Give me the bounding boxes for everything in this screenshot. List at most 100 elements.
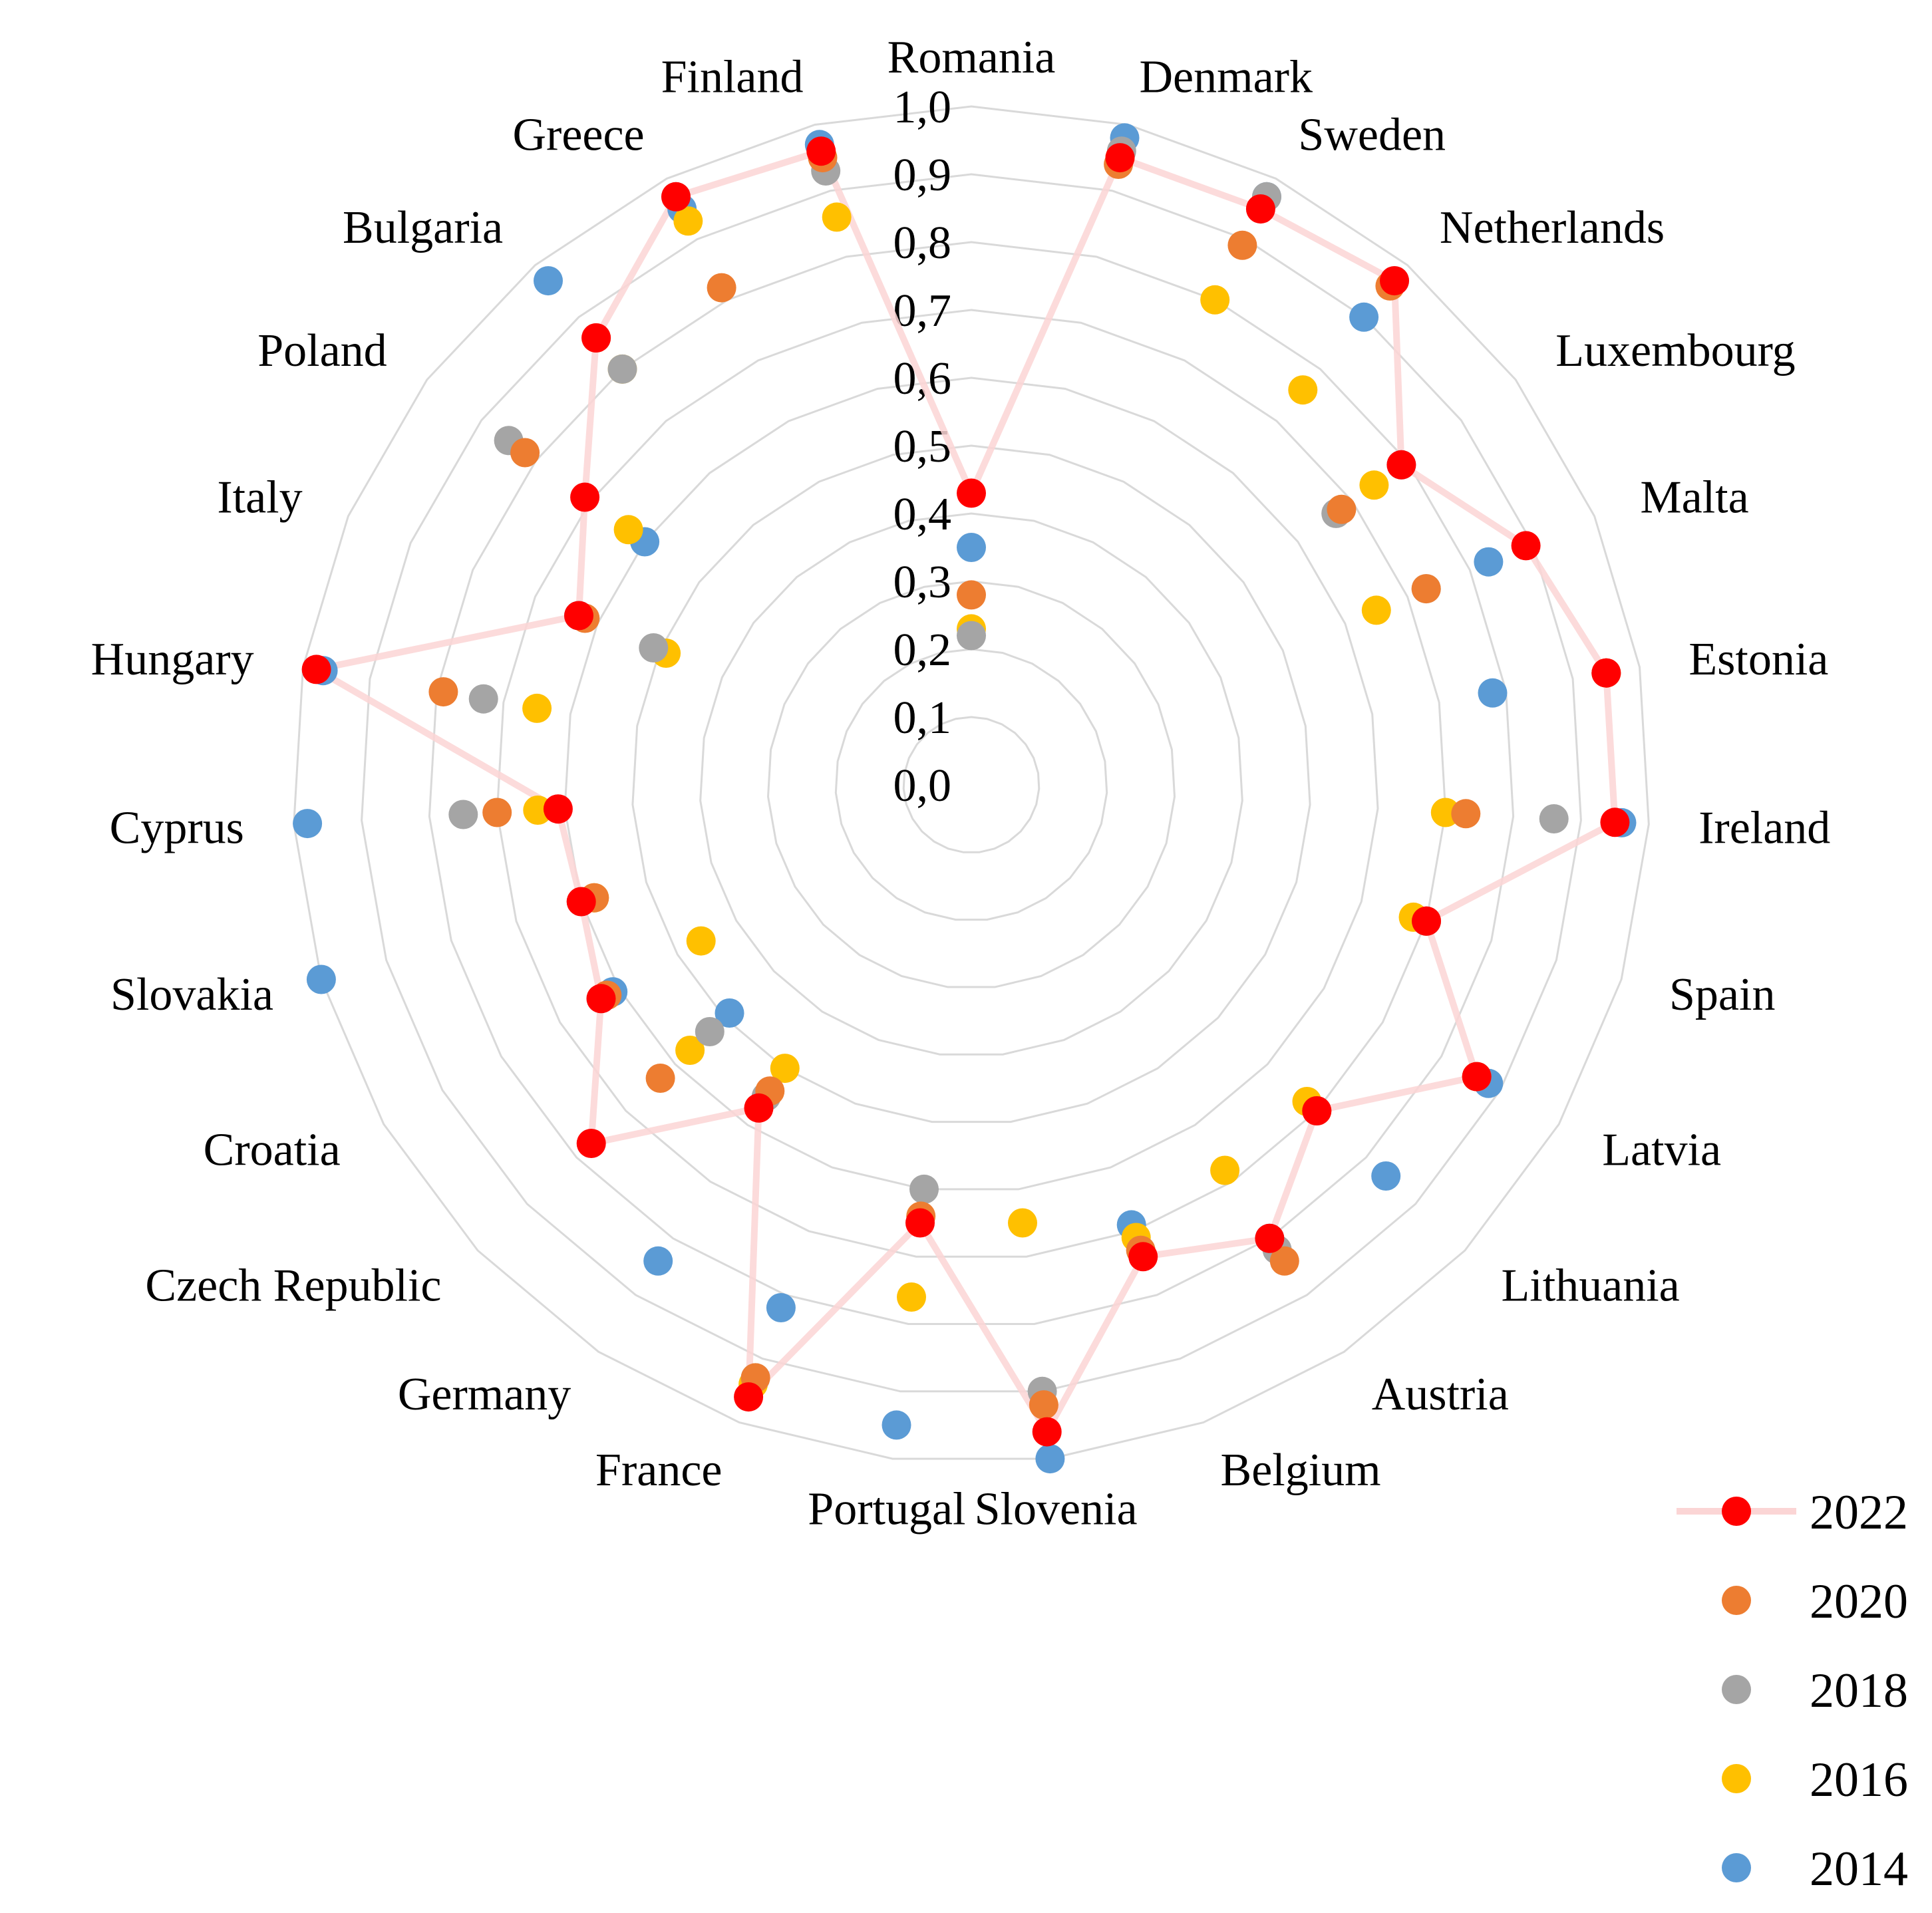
marker-2016 <box>1359 470 1389 500</box>
marker-2014 <box>882 1410 911 1440</box>
category-label: Sweden <box>1298 110 1446 161</box>
marker-2014 <box>1478 678 1508 708</box>
legend-label: 2020 <box>1810 1574 1908 1629</box>
marker-2016 <box>770 1054 800 1084</box>
marker-2022 <box>1386 450 1416 480</box>
marker-2020 <box>482 798 512 827</box>
grid-ring <box>902 716 1041 853</box>
category-label: Slovakia <box>110 969 273 1020</box>
grid-ring <box>631 444 1311 1123</box>
marker-2022 <box>564 601 593 631</box>
marker-2016 <box>686 926 716 956</box>
marker-2022 <box>581 323 611 353</box>
grid-ring <box>428 241 1515 1325</box>
grid-ring <box>699 512 1243 1056</box>
marker-2014 <box>715 998 744 1028</box>
series-lines <box>313 148 1619 1435</box>
marker-2022 <box>1105 143 1135 173</box>
legend-label: 2016 <box>1810 1753 1908 1807</box>
marker-2018 <box>909 1174 939 1204</box>
category-label: Ireland <box>1698 803 1830 854</box>
marker-2016 <box>822 202 852 232</box>
category-label: Cyprus <box>110 803 244 854</box>
grid-ring <box>361 173 1582 1393</box>
marker-2018 <box>639 633 669 662</box>
grid-ring <box>766 580 1176 988</box>
marker-2014 <box>766 1293 796 1322</box>
grid-ring <box>496 309 1447 1258</box>
marker-2014 <box>306 964 336 994</box>
marker-2022 <box>957 478 986 508</box>
marker-2020 <box>1029 1390 1058 1420</box>
marker-2014 <box>1371 1161 1401 1191</box>
category-label: Estonia <box>1689 634 1828 685</box>
marker-2020 <box>1227 230 1257 260</box>
legend-marker <box>1722 1764 1751 1793</box>
tick-label: 0,7 <box>893 285 952 337</box>
marker-2022 <box>1600 808 1630 837</box>
category-label: Hungary <box>91 634 254 685</box>
marker-2016 <box>1200 285 1230 315</box>
legend: 2022 2020 2018 2016 2014 <box>1677 1485 1908 1896</box>
category-label: Italy <box>217 472 302 523</box>
marker-2022 <box>1591 658 1621 688</box>
marker-2022 <box>1245 194 1275 224</box>
marker-2020 <box>510 438 540 468</box>
marker-2022 <box>1255 1223 1285 1253</box>
category-label: Lithuania <box>1502 1260 1680 1311</box>
series-line-2022 <box>313 148 1619 1435</box>
grid-ring <box>834 648 1108 921</box>
legend-marker <box>1722 1586 1751 1615</box>
marker-2016 <box>1361 595 1391 625</box>
marker-2022 <box>806 136 836 166</box>
marker-2022 <box>744 1093 774 1123</box>
marker-2018 <box>695 1017 724 1046</box>
series-markers <box>293 123 1637 1474</box>
tick-label: 0,8 <box>893 218 952 269</box>
marker-2016 <box>675 1036 705 1065</box>
marker-2022 <box>661 182 691 212</box>
category-label: Poland <box>257 325 387 376</box>
radial-grid <box>293 105 1650 1460</box>
marker-2020 <box>1411 574 1441 604</box>
marker-2022 <box>1511 531 1541 561</box>
marker-2022 <box>1302 1096 1332 1125</box>
tick-label: 0,2 <box>893 625 952 676</box>
marker-2014 <box>1349 302 1379 332</box>
marker-2016 <box>613 515 643 545</box>
marker-2014 <box>1035 1444 1065 1474</box>
marker-2022 <box>566 887 596 917</box>
marker-2018 <box>448 800 478 829</box>
tick-label: 1,0 <box>893 82 952 133</box>
legend-label: 2022 <box>1810 1485 1908 1540</box>
marker-2020 <box>428 677 458 707</box>
marker-2020 <box>957 580 986 610</box>
category-label: Greece <box>512 110 644 161</box>
marker-2022 <box>576 1129 606 1158</box>
marker-2022 <box>734 1382 764 1412</box>
category-label: Luxembourg <box>1555 325 1795 376</box>
marker-2014 <box>534 266 563 296</box>
category-label: Germany <box>398 1369 571 1420</box>
legend-marker <box>1722 1497 1751 1526</box>
grid-ring <box>293 105 1650 1460</box>
marker-2022 <box>301 655 331 684</box>
marker-2014 <box>643 1246 673 1276</box>
marker-2022 <box>586 984 616 1014</box>
category-label: Malta <box>1640 472 1748 523</box>
marker-2022 <box>1128 1242 1158 1272</box>
marker-2020 <box>707 273 736 303</box>
category-label: Austria <box>1372 1369 1509 1420</box>
marker-2018 <box>1539 804 1569 833</box>
marker-2020 <box>1269 1246 1299 1276</box>
radial-tick-labels: 0,00,10,20,30,40,50,60,70,80,91,0 <box>893 82 952 811</box>
marker-2020 <box>1451 799 1481 829</box>
marker-2022 <box>1380 266 1409 296</box>
legend-label: 2014 <box>1810 1842 1908 1896</box>
legend-marker <box>1722 1675 1751 1704</box>
marker-2022 <box>1032 1417 1062 1447</box>
grid-ring <box>564 376 1379 1191</box>
marker-2016 <box>1288 375 1318 405</box>
tick-label: 0,1 <box>893 692 952 744</box>
